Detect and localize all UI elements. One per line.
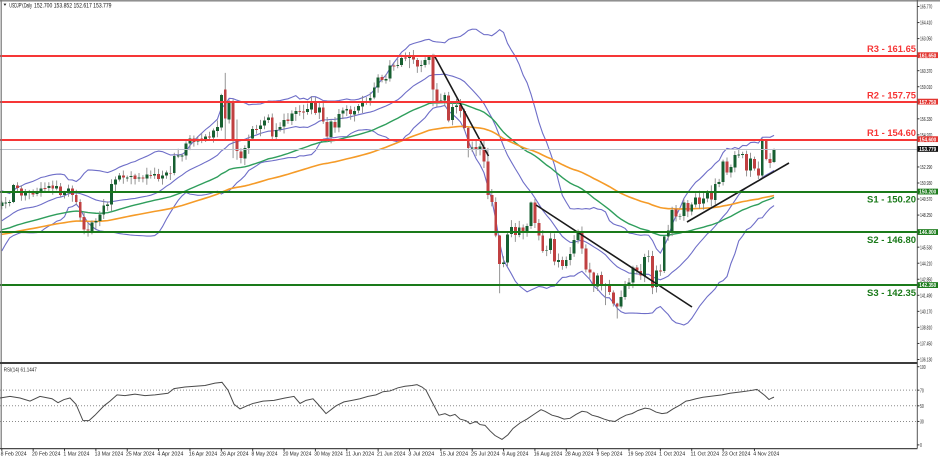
- svg-text:16 Aug 2024: 16 Aug 2024: [534, 452, 563, 458]
- svg-text:144.210: 144.210: [920, 261, 932, 267]
- svg-text:4 Apr 2024: 4 Apr 2024: [157, 452, 183, 458]
- svg-text:50: 50: [920, 404, 924, 410]
- svg-text:142.350: 142.350: [919, 283, 936, 289]
- svg-text:20 May 2024: 20 May 2024: [283, 452, 312, 458]
- svg-text:157.750: 157.750: [919, 100, 936, 106]
- svg-text:152.290: 152.290: [920, 165, 932, 171]
- svg-text:26 Apr 2024: 26 Apr 2024: [220, 452, 249, 458]
- svg-text:20 Feb 2024: 20 Feb 2024: [32, 452, 61, 458]
- svg-text:11 Oct 2024: 11 Oct 2024: [691, 452, 720, 458]
- svg-text:141.490: 141.490: [920, 293, 932, 299]
- svg-text:15 Jul 2024: 15 Jul 2024: [440, 452, 469, 458]
- svg-text:159.010: 159.010: [920, 85, 932, 91]
- svg-text:25 Mar 2024: 25 Mar 2024: [126, 452, 155, 458]
- svg-text:6 Aug 2024: 6 Aug 2024: [502, 452, 528, 458]
- svg-text:S1 - 150.20: S1 - 150.20: [867, 195, 916, 205]
- svg-text:8 Feb 2024: 8 Feb 2024: [1, 452, 27, 458]
- svg-text:23 Oct 2024: 23 Oct 2024: [722, 452, 751, 458]
- svg-text:1 Mar 2024: 1 Mar 2024: [63, 452, 89, 458]
- svg-text:28 Aug 2024: 28 Aug 2024: [565, 452, 594, 458]
- svg-text:150.200: 150.200: [919, 190, 936, 196]
- svg-text:25 Jul 2024: 25 Jul 2024: [471, 452, 500, 458]
- svg-text:163.050: 163.050: [920, 37, 932, 43]
- svg-text:154.970: 154.970: [920, 133, 932, 139]
- svg-text:164.410: 164.410: [920, 21, 932, 27]
- svg-text:154.600: 154.600: [919, 137, 936, 143]
- svg-text:R3 - 161.65: R3 - 161.65: [867, 44, 916, 54]
- svg-text:146.800: 146.800: [919, 230, 936, 236]
- svg-text:148.250: 148.250: [920, 213, 932, 219]
- svg-text:142.850: 142.850: [920, 277, 932, 283]
- svg-text:1 Oct 2024: 1 Oct 2024: [659, 452, 685, 458]
- svg-text:165.770: 165.770: [920, 5, 932, 11]
- svg-text:13 Mar 2024: 13 Mar 2024: [95, 452, 124, 458]
- svg-text:S3 - 142.35: S3 - 142.35: [867, 288, 916, 298]
- svg-text:R1 - 154.60: R1 - 154.60: [867, 128, 916, 138]
- svg-text:30: 30: [920, 420, 924, 426]
- svg-text:161.650: 161.650: [919, 53, 936, 59]
- svg-text:152.700 153.852 152.617 153.77: 152.700 153.852 152.617 153.779: [34, 3, 112, 10]
- svg-text:100: 100: [920, 365, 926, 371]
- svg-text:USDJPY,Daily: USDJPY,Daily: [9, 3, 32, 10]
- svg-text:R2 - 157.75: R2 - 157.75: [867, 91, 916, 101]
- svg-text:149.570: 149.570: [920, 197, 932, 203]
- svg-text:150.930: 150.930: [920, 181, 932, 187]
- svg-text:8 May 2024: 8 May 2024: [251, 452, 277, 458]
- svg-text:9 Sep 2024: 9 Sep 2024: [596, 452, 622, 458]
- svg-text:19 Sep 2024: 19 Sep 2024: [628, 452, 657, 458]
- svg-text:0: 0: [920, 443, 922, 449]
- svg-text:4 Nov 2024: 4 Nov 2024: [753, 452, 779, 458]
- svg-text:30 May 2024: 30 May 2024: [314, 452, 343, 458]
- svg-text:137.450: 137.450: [920, 342, 932, 348]
- svg-text:RSI(14) 61.1447: RSI(14) 61.1447: [4, 368, 37, 374]
- svg-text:11 Jun 2024: 11 Jun 2024: [346, 452, 375, 458]
- svg-text:16 Apr 2024: 16 Apr 2024: [189, 452, 218, 458]
- svg-text:156.330: 156.330: [920, 117, 932, 123]
- svg-text:153.779: 153.779: [919, 147, 936, 153]
- svg-text:21 Jun 2024: 21 Jun 2024: [377, 452, 406, 458]
- svg-text:160.370: 160.370: [920, 69, 932, 75]
- svg-text:136.130: 136.130: [920, 358, 932, 364]
- svg-text:3 Jul 2024: 3 Jul 2024: [408, 452, 434, 458]
- svg-text:70: 70: [920, 388, 924, 394]
- svg-text:140.170: 140.170: [920, 309, 932, 315]
- svg-text:S2 - 146.80: S2 - 146.80: [867, 235, 916, 245]
- svg-text:138.810: 138.810: [920, 326, 932, 332]
- svg-text:145.530: 145.530: [920, 245, 932, 251]
